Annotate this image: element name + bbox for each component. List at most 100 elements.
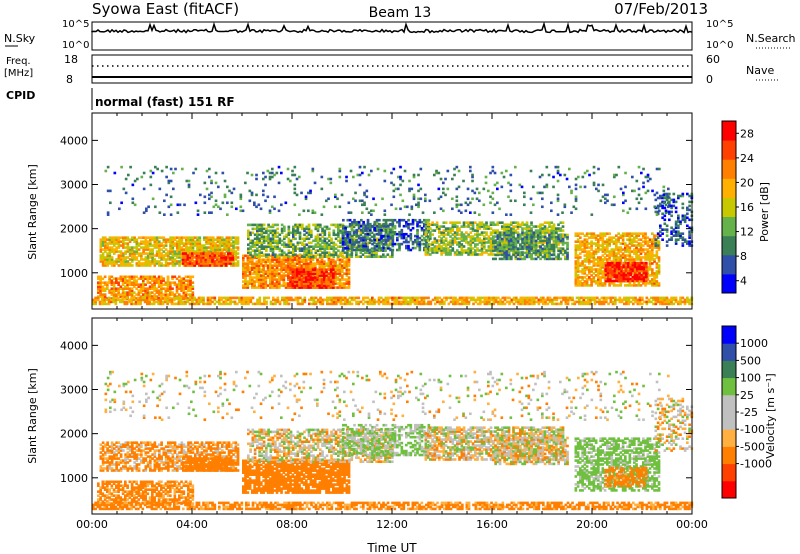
data-cell [214,238,217,241]
data-cell [391,242,395,246]
data-cell [178,242,181,245]
data-cell [307,237,311,241]
data-cell [639,256,643,259]
data-cell [176,240,179,243]
data-cell [149,236,152,239]
data-cell [300,272,304,275]
data-cell [483,223,486,226]
data-cell [142,295,145,298]
data-cell [316,286,319,289]
data-cell [620,273,623,277]
data-cell [334,251,338,254]
data-cell [173,293,177,296]
data-cell [311,264,315,267]
data-cell [373,244,377,248]
data-cell [507,239,511,243]
data-cell [162,246,166,249]
data-cell [323,241,327,245]
data-cell [409,238,413,242]
data-cell [360,248,363,252]
data-cell [296,254,299,258]
data-cell [121,287,125,290]
data-cell [316,253,320,256]
data-cell [260,233,264,237]
data-cell [611,271,614,275]
data-cell [615,277,619,281]
data-cell [260,241,264,245]
data-cell [307,266,310,269]
data-cell [149,260,152,263]
data-cell [480,223,484,226]
data-cell [262,223,266,227]
data-cell [366,226,370,230]
data-cell [574,248,578,251]
data-cell [248,274,252,277]
data-cell [543,239,547,242]
data-cell [274,245,277,248]
data-cell [628,234,632,237]
data-cell [133,277,136,280]
data-cell [264,264,268,267]
data-cell [532,247,536,250]
data-cell [424,249,428,252]
data-cell [604,265,608,269]
data-cell [104,260,107,263]
data-cell [160,275,163,279]
data-cell [592,234,596,237]
data-cell [287,251,291,254]
data-cell [266,272,270,275]
data-cell [146,252,150,255]
data-cell [451,223,455,226]
data-cell [244,278,247,281]
data-cell [301,247,304,250]
data-cell [364,238,368,242]
data-cell [655,266,659,269]
data-cell [182,293,186,296]
data-cell [348,237,351,241]
data-cell [158,256,161,259]
data-cell [112,283,116,286]
data-cell [451,237,455,240]
data-cell [310,235,313,239]
data-cell [167,250,170,253]
data-cell [300,280,304,283]
data-cell [507,255,511,259]
data-cell [301,241,304,245]
data-cell [588,258,591,261]
data-cell [278,274,281,277]
data-cell [99,285,102,288]
data-cell [236,262,240,265]
data-cell [635,234,638,237]
data-cell [382,246,386,250]
nsky-trace [91,21,693,34]
data-cell [590,232,593,235]
data-cell [619,258,623,261]
data-cell [287,241,291,245]
data-cell [305,249,309,252]
data-cell [137,248,141,251]
data-cell [189,287,192,290]
data-cell [334,272,337,275]
data-cell [264,262,268,265]
data-cell [149,250,152,253]
data-cell [327,286,331,289]
data-cell [271,225,275,229]
data-cell [327,260,331,263]
data-cell [342,228,345,232]
data-cell [164,258,168,261]
data-cell [209,248,213,251]
data-cell [325,274,328,277]
data-cell [332,249,336,252]
data-cell [594,264,598,267]
data-cell [303,233,306,237]
data-cell [624,272,627,275]
data-cell [615,271,619,275]
data-cell [453,231,457,234]
data-cell [187,240,190,243]
data-cell [368,241,372,245]
data-cell [332,247,336,250]
data-cell [115,295,118,298]
data-cell [603,248,607,251]
data-cell [291,268,295,271]
data-cell [269,274,272,277]
